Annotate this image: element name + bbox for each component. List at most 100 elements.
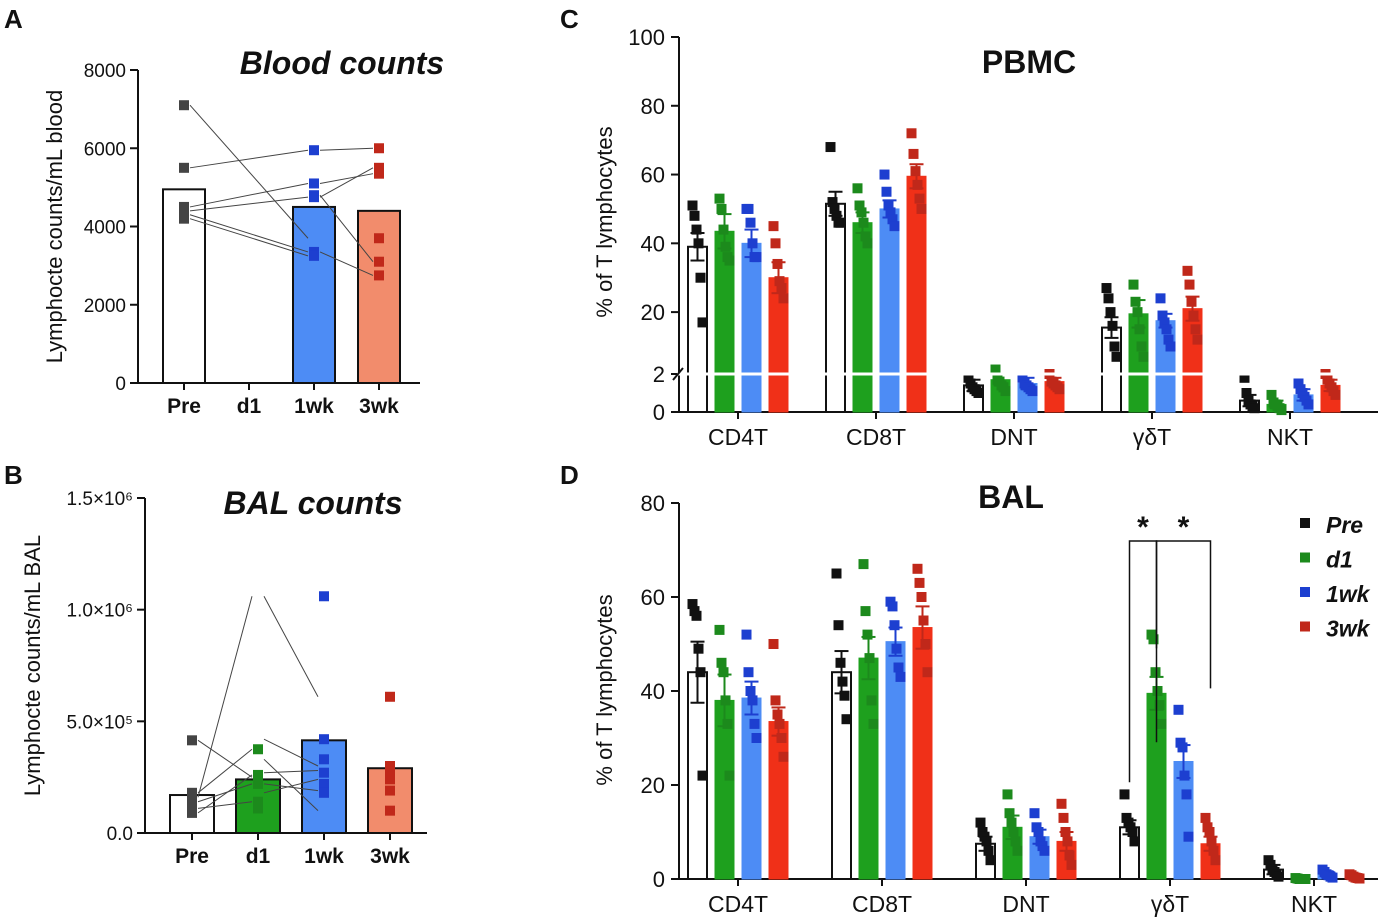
significance-star: *: [1137, 511, 1149, 544]
data-point-1wk: [883, 200, 894, 211]
data-point-Pre: [187, 796, 197, 807]
data-point-1wk: [881, 186, 892, 197]
legend-marker-d1: [1300, 552, 1310, 563]
bar-Pre-CD8T: [831, 671, 852, 881]
data-point-Pre: [179, 213, 189, 224]
data-point-3wk: [374, 143, 384, 154]
panel-title: Blood counts: [240, 45, 444, 81]
legend-marker-Pre: [1300, 518, 1310, 528]
data-point-d1: [253, 778, 263, 789]
paired-line: [189, 214, 309, 253]
data-point-Pre: [827, 197, 838, 208]
data-point-3wk: [914, 577, 925, 588]
data-point-d1: [1130, 296, 1141, 307]
paired-line: [189, 104, 309, 239]
y-tick-label: 80: [641, 94, 665, 119]
data-point-3wk: [1064, 850, 1075, 861]
x-tick-label-1wk: 1wk: [304, 845, 344, 868]
bar-Pre-γδT: [1101, 326, 1122, 414]
data-point-d1: [722, 718, 733, 729]
data-point-Pre: [839, 690, 850, 701]
paired-line: [197, 783, 253, 803]
data-point-1wk: [1161, 324, 1172, 335]
data-point-1wk: [747, 695, 758, 706]
y-tick-label: 8000: [84, 61, 126, 82]
data-point-3wk: [770, 695, 781, 706]
data-point-1wk: [745, 217, 756, 228]
data-point-d1: [1300, 874, 1311, 884]
y-tick-label: 80: [641, 491, 665, 516]
data-point-3wk: [385, 785, 395, 796]
data-point-1wk: [1173, 704, 1184, 715]
data-point-d1: [1134, 324, 1145, 335]
data-point-d1: [714, 193, 725, 204]
data-point-1wk: [879, 169, 890, 180]
x-tick-label: CD8T: [852, 891, 912, 917]
panel-B: B BAL counts Lymphocte counts/mL BAL 0.0 5.0…: [4, 460, 427, 868]
data-point-d1: [1008, 827, 1019, 837]
y-tick-label: 1.0×10⁶: [67, 601, 133, 622]
data-point-3wk: [1330, 389, 1341, 400]
axis-break-mark: [672, 367, 684, 381]
bar-3wk-CD8T: [912, 627, 933, 880]
paired-line: [319, 173, 374, 184]
y-tick-label: 5.0×10⁵: [66, 712, 133, 733]
data-point-1wk: [743, 667, 754, 678]
paired-line: [319, 167, 374, 198]
data-point-3wk: [1190, 324, 1201, 335]
data-point-3wk: [1060, 827, 1071, 837]
y-tick-label: 60: [641, 163, 665, 188]
x-tick-label-Pre: Pre: [175, 845, 209, 868]
panel-D: D BAL % of T lymphocytes 0 20 40 60 80 CD4T CD8T D…: [560, 460, 1378, 917]
data-point-Pre: [693, 643, 704, 654]
data-point-3wk: [778, 293, 789, 304]
paired-line: [263, 769, 319, 774]
y-axis-label: % of T lymphocytes: [592, 594, 617, 785]
data-point-3wk: [385, 691, 395, 702]
paired-line: [263, 778, 319, 794]
data-point-Pre: [973, 388, 984, 398]
data-point-Pre: [1109, 341, 1120, 352]
data-point-1wk: [747, 238, 758, 249]
data-point-d1: [1150, 667, 1161, 678]
panel-title: BAL: [978, 479, 1044, 515]
data-point-1wk: [885, 207, 896, 218]
data-point-1wk: [1165, 341, 1176, 352]
data-point-3wk: [916, 203, 927, 214]
data-point-Pre: [1127, 827, 1138, 837]
significance-star: *: [1178, 511, 1190, 544]
data-point-d1: [858, 217, 869, 228]
paired-line: [263, 758, 319, 812]
data-point-3wk: [770, 238, 781, 249]
data-point-Pre: [963, 372, 974, 383]
data-point-3wk: [1354, 873, 1365, 884]
data-point-d1: [860, 231, 871, 242]
data-point-Pre: [687, 200, 698, 211]
bar-3wk-CD4T: [768, 721, 789, 880]
data-point-d1: [1156, 718, 1167, 729]
x-tick-label-d1: d1: [246, 845, 271, 868]
data-point-Pre: [835, 217, 846, 228]
paired-line: [197, 739, 253, 778]
data-point-Pre: [1103, 293, 1114, 304]
data-point-Pre: [697, 317, 708, 328]
data-point-d1: [1006, 817, 1017, 828]
data-point-1wk: [319, 778, 329, 789]
x-tick-label-1wk: 1wk: [294, 395, 334, 418]
data-point-Pre: [831, 568, 842, 579]
data-point-d1: [1002, 789, 1013, 800]
data-point-Pre: [1239, 372, 1250, 383]
data-point-d1: [1276, 405, 1287, 416]
data-point-3wk: [1192, 334, 1203, 345]
data-point-3wk: [1200, 812, 1211, 823]
data-point-3wk: [768, 221, 779, 232]
data-point-d1: [862, 629, 873, 640]
data-point-1wk: [319, 591, 329, 602]
paired-line: [263, 596, 319, 698]
data-point-3wk: [374, 233, 384, 244]
data-point-1wk: [309, 178, 319, 189]
data-point-Pre: [691, 610, 702, 621]
data-point-3wk: [1056, 798, 1067, 809]
data-point-3wk: [772, 258, 783, 269]
panel-title: BAL counts: [224, 485, 403, 521]
